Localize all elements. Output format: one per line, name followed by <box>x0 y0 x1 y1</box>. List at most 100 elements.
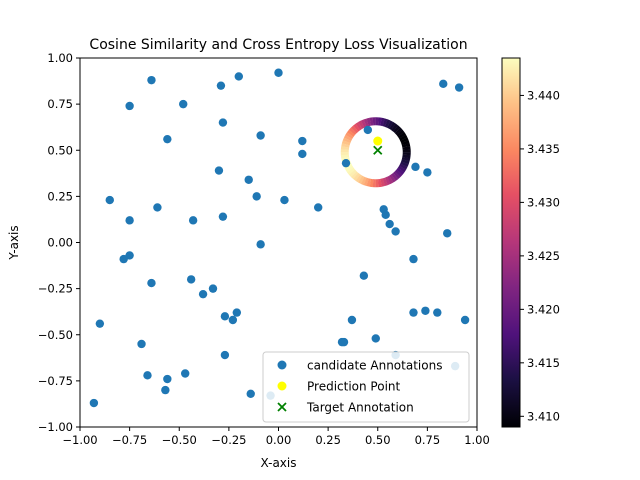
ring-segment <box>402 149 411 153</box>
ring-segment <box>400 161 409 168</box>
candidate-point <box>256 240 265 249</box>
ring-segment <box>341 140 351 146</box>
candidate-point <box>188 216 198 225</box>
ring-segment <box>345 165 354 173</box>
ring-segment <box>340 154 350 159</box>
colorbar-tick-label: 3.435 <box>527 142 560 156</box>
x-tick-label: −0.50 <box>162 433 197 447</box>
candidate-point <box>274 68 283 77</box>
legend: candidate Annotations Prediction Point T… <box>262 351 470 423</box>
candidate-point <box>381 210 390 220</box>
y-tick-label: −0.50 <box>38 328 73 342</box>
candidate-point <box>161 385 170 395</box>
candidate-point <box>216 81 226 90</box>
candidate-point <box>89 398 99 408</box>
candidate-point <box>119 254 128 264</box>
colorbar-tick-label: 3.420 <box>527 302 560 316</box>
candidate-point <box>218 118 228 127</box>
ring-segment <box>353 123 361 132</box>
candidate-point <box>220 312 230 321</box>
candidate-point <box>232 308 242 317</box>
plot-area <box>89 68 470 408</box>
ring-segment <box>389 121 396 131</box>
candidate-point <box>220 350 230 360</box>
ring-segment <box>358 175 365 185</box>
candidate-point <box>359 271 369 280</box>
y-axis-ticks: −1.00 −0.75 −0.50 −0.25 0.00 0.25 0.50 0.75 1.00 <box>38 51 80 434</box>
ring-segment <box>399 163 408 170</box>
candidate-point <box>341 158 351 168</box>
ring-segment <box>353 172 361 182</box>
y-axis-label: Y-axis <box>7 225 21 260</box>
ring-segment <box>401 159 410 165</box>
x-tick-label: −0.75 <box>112 433 147 447</box>
ring-segment <box>375 117 379 126</box>
ring-segment <box>344 163 353 170</box>
candidate-point <box>163 374 172 384</box>
ring-segment <box>394 169 403 177</box>
ring-segment <box>384 119 391 128</box>
candidate-point <box>208 284 218 293</box>
y-tick-label: −0.25 <box>38 282 73 296</box>
ring-segment <box>363 118 369 127</box>
ring-segment <box>394 127 403 135</box>
ring-segment <box>387 175 394 184</box>
ring-segment <box>345 132 354 139</box>
legend-label-candidate: candidate Annotations <box>307 359 442 373</box>
candidate-points <box>89 68 470 408</box>
legend-box <box>262 351 470 423</box>
x-axis-ticks: −1.00 −0.75 −0.50 −0.25 0.00 0.25 0.50 0.75 1.00 <box>62 427 490 447</box>
candidate-point <box>460 315 470 325</box>
candidate-point <box>363 125 373 135</box>
candidate-point <box>105 195 114 205</box>
candidate-point <box>443 229 452 238</box>
candidate-point <box>125 216 134 225</box>
candidate-point <box>143 371 152 380</box>
candidate-point <box>391 227 400 236</box>
y-tick-label: −1.00 <box>38 420 73 434</box>
legend-label-prediction: Prediction Point <box>307 380 401 394</box>
ring-segment <box>396 129 405 137</box>
x-tick-label: 0.00 <box>266 433 292 447</box>
ring-segment <box>342 137 352 144</box>
y-tick-label: −0.75 <box>38 374 73 388</box>
candidate-point <box>252 192 261 201</box>
ring-segment <box>396 167 405 175</box>
x-tick-label: 1.00 <box>464 433 490 447</box>
ring-segment <box>401 143 411 148</box>
ring-segment <box>382 118 388 127</box>
target-annotation-marker <box>373 145 383 155</box>
candidate-point <box>423 168 432 177</box>
x-tick-label: 0.75 <box>415 433 441 447</box>
ring-segment <box>391 123 399 132</box>
ring-segment <box>391 172 399 181</box>
ring-segment <box>372 117 376 126</box>
ring-segment <box>346 129 356 137</box>
candidate-point <box>198 289 208 299</box>
colorbar-tick-label: 3.415 <box>527 356 560 370</box>
candidate-point <box>246 389 255 398</box>
ring-segment <box>358 120 365 129</box>
candidate-point <box>439 79 448 89</box>
similarity-ring <box>340 117 411 188</box>
y-tick-label: 0.25 <box>47 189 73 203</box>
legend-marker-prediction <box>277 381 287 391</box>
ring-segment <box>355 121 363 131</box>
ring-segment <box>393 171 401 180</box>
ring-segment <box>343 134 353 141</box>
ring-segment <box>393 125 401 134</box>
ring-segment <box>355 174 363 183</box>
ring-segment <box>372 179 376 188</box>
ring-segment <box>363 177 369 187</box>
candidate-point <box>147 278 156 288</box>
ring-segment <box>401 140 410 146</box>
ring-segment <box>360 119 367 128</box>
ring-segment <box>375 179 379 188</box>
candidate-point <box>409 308 418 317</box>
ring-segment <box>382 177 388 187</box>
ring-segment <box>340 149 349 153</box>
prediction-target-markers <box>373 136 383 155</box>
ring-segment <box>369 117 374 126</box>
ring-segment <box>397 132 407 139</box>
